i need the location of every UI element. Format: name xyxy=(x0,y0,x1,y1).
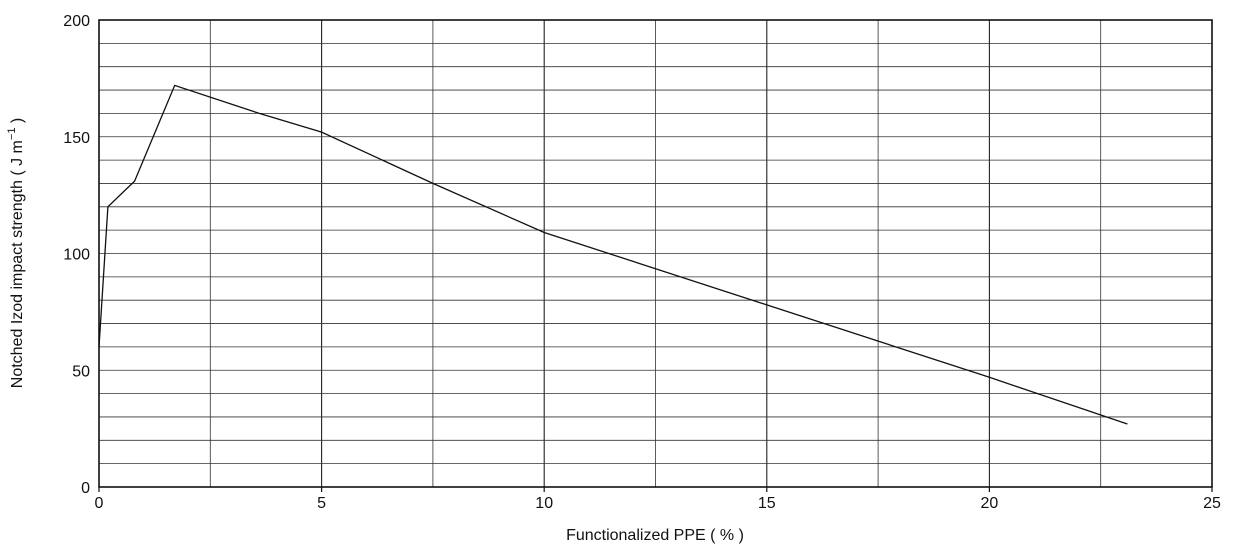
y-tick-label: 200 xyxy=(63,13,90,30)
series-line xyxy=(98,84,1128,425)
plot-area-border xyxy=(98,19,1213,488)
y-tick-label: 100 xyxy=(63,247,90,264)
y-axis-label-main: Notched Izod impact strength ( J m xyxy=(9,140,26,388)
y-axis-label: Notched Izod impact strength ( J m−1 ) xyxy=(6,118,26,388)
x-tick-labels: 0 5 10 15 20 25 xyxy=(95,487,1221,512)
series-layer xyxy=(98,84,1128,425)
x-tick-label: 20 xyxy=(981,495,999,512)
y-axis-label-superscript: −1 xyxy=(6,128,18,141)
y-axis-label-suffix: ) xyxy=(9,118,26,128)
plot-frame xyxy=(98,19,1213,488)
x-tick-label: 0 xyxy=(95,495,104,512)
y-tick-label: 50 xyxy=(72,363,90,380)
x-axis-label: Functionalized PPE ( % ) xyxy=(566,527,744,544)
x-tick-label: 25 xyxy=(1203,495,1221,512)
x-tick-label: 5 xyxy=(317,495,326,512)
y-tick-labels: 0 50 100 150 200 xyxy=(63,13,90,497)
y-tick-label: 150 xyxy=(63,130,90,147)
x-tick-label: 15 xyxy=(758,495,776,512)
grid xyxy=(99,20,1212,487)
x-tick-label: 10 xyxy=(535,495,553,512)
y-tick-label: 0 xyxy=(81,480,90,497)
